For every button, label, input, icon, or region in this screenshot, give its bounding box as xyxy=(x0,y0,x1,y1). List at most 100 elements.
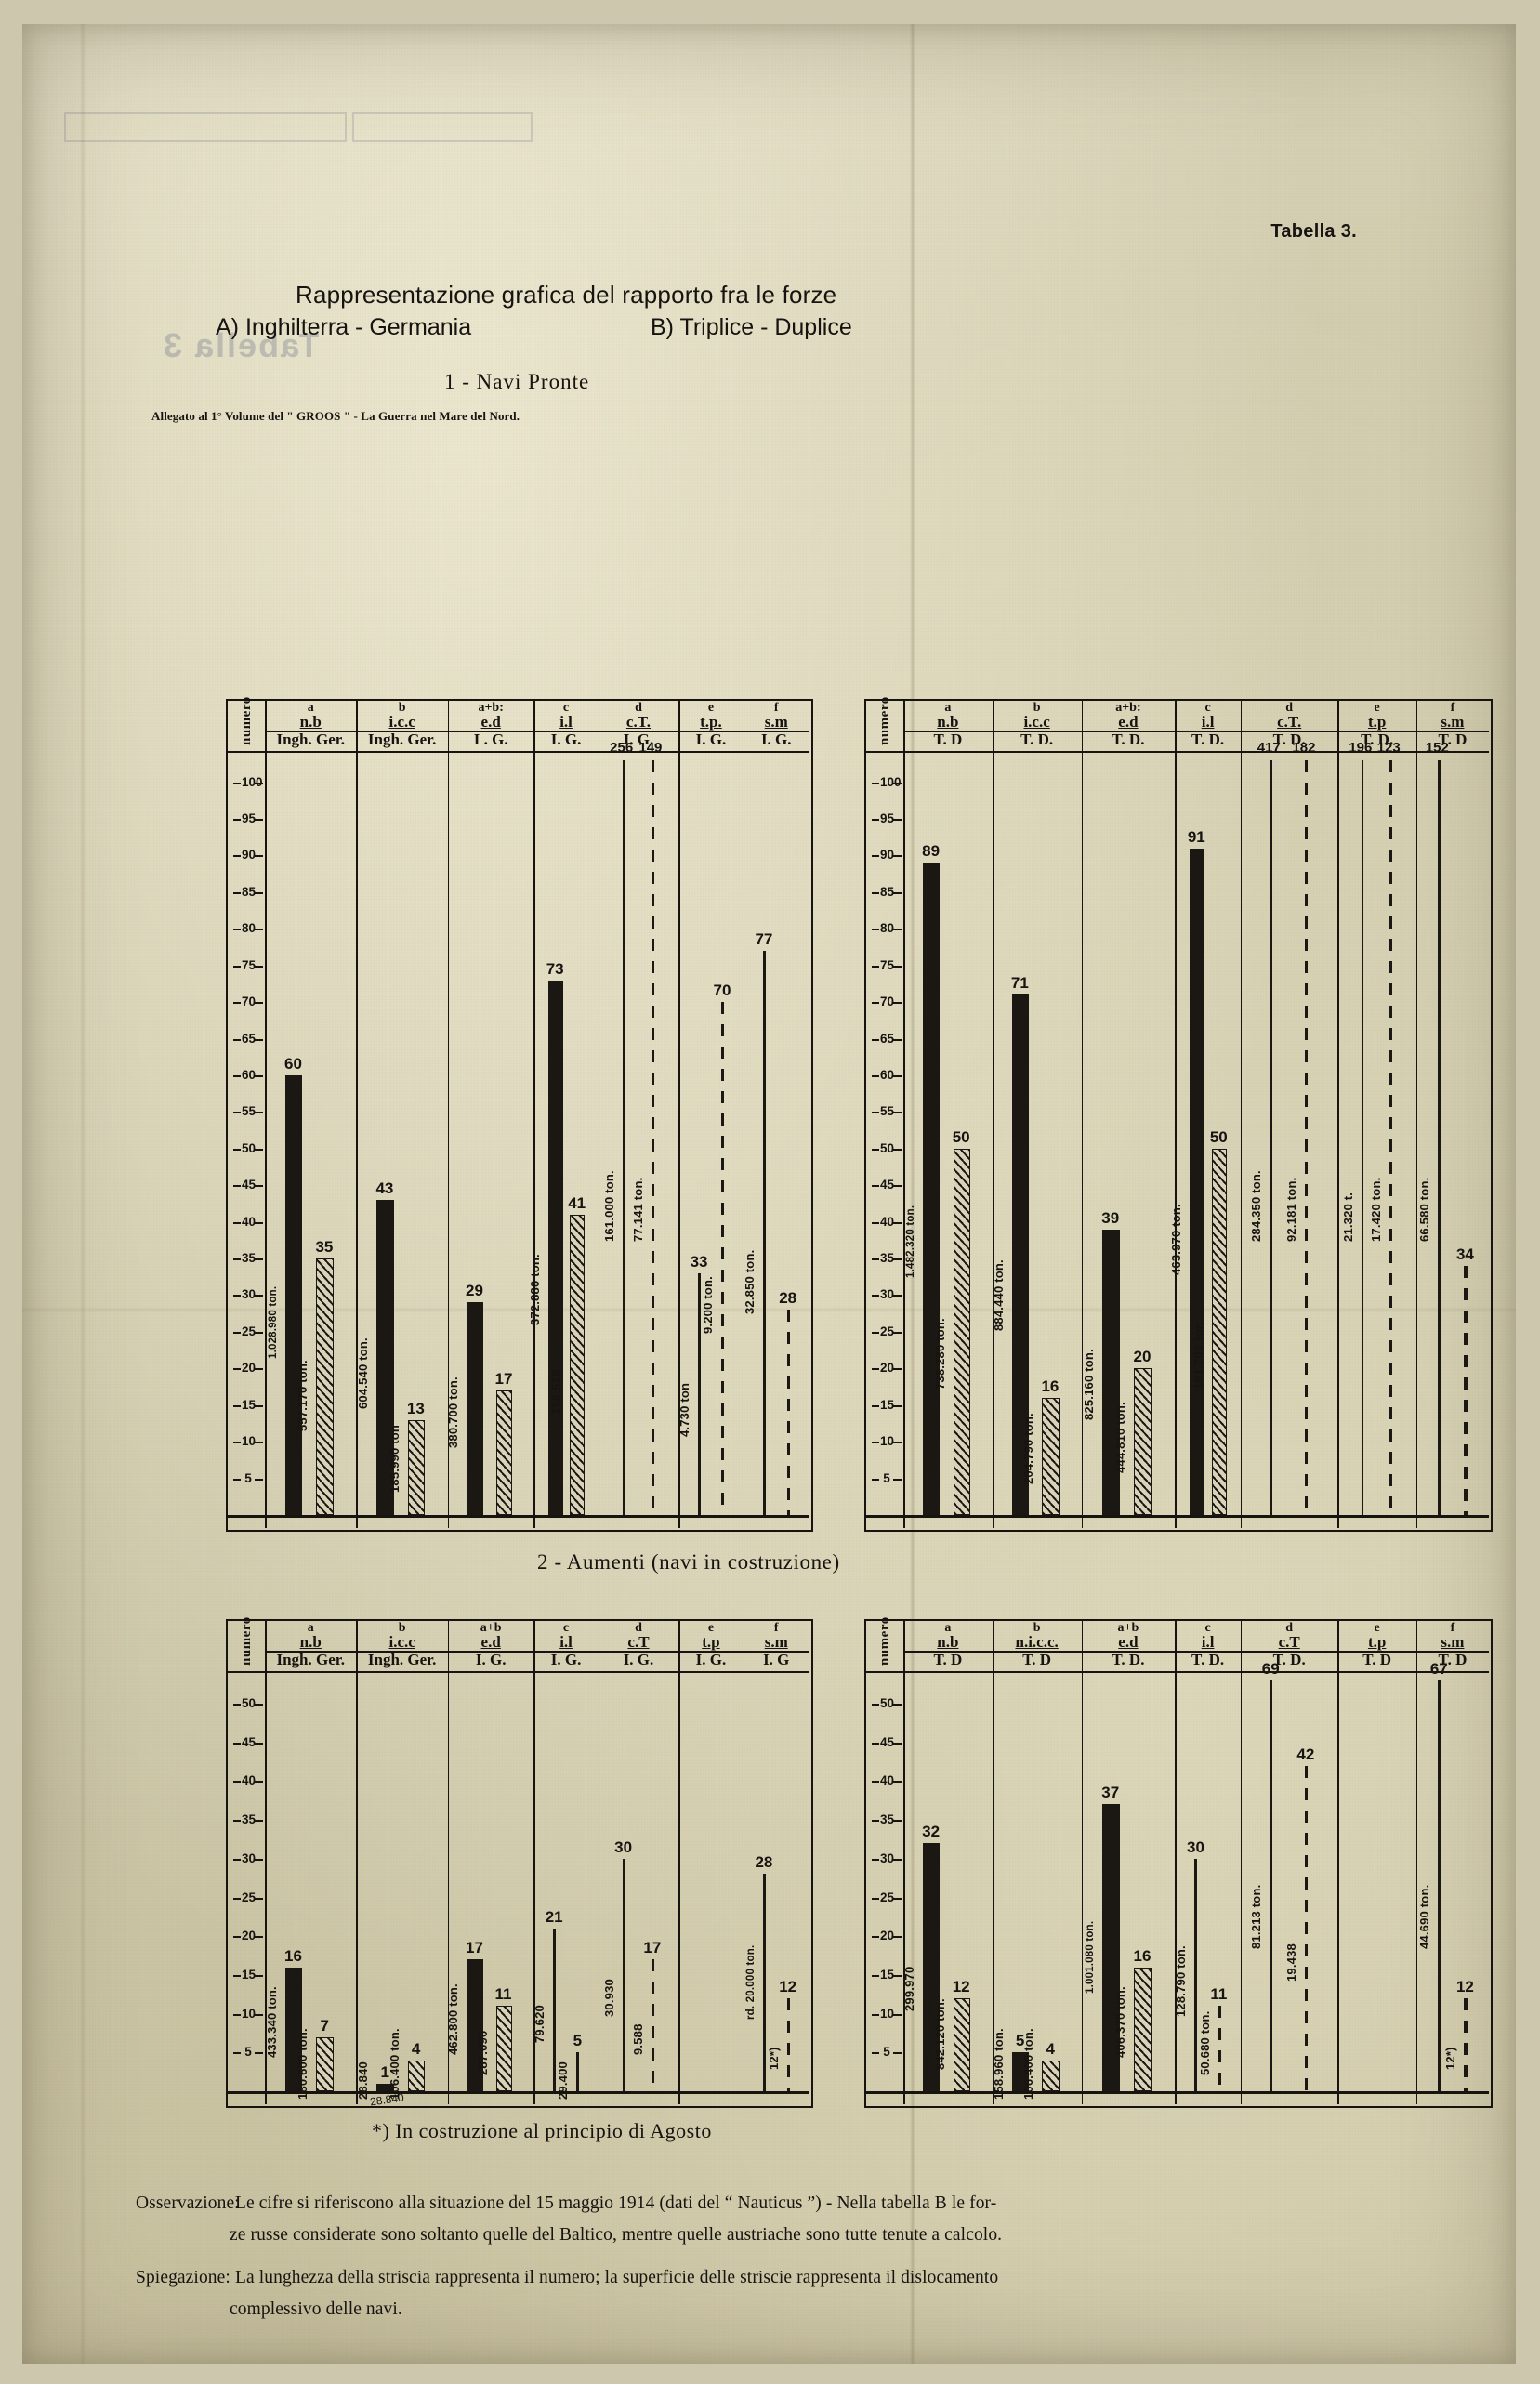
column-separator-A-pronte-2 xyxy=(447,699,450,1528)
tick-mark-right-B-aumenti-5 xyxy=(893,2052,902,2055)
bar-tonnage-B-pronte-c-first: 463.970 ton. xyxy=(1168,1204,1183,1276)
tick-label-B-pronte-40: 40 xyxy=(880,1214,895,1229)
tick-mark-right-A-pronte-70 xyxy=(255,1002,263,1005)
observation-line-1: Le cifre si riferiscono alla situazione … xyxy=(235,2193,997,2213)
tick-mark-left-B-aumenti-20 xyxy=(872,1936,879,1939)
header-letter-A-aumenti-4: d xyxy=(635,1621,642,1635)
tick-mark-left-B-aumenti-5 xyxy=(872,2052,879,2055)
tick-mark-right-B-aumenti-50 xyxy=(893,1704,902,1706)
tick-mark-left-A-pronte-20 xyxy=(233,1368,241,1371)
chart-frame-A-aumenti xyxy=(226,1619,813,2108)
chart-header-inner-divider-A-pronte xyxy=(265,731,809,732)
tick-mark-right-A-pronte-20 xyxy=(255,1368,263,1371)
tick-mark-right-A-aumenti-25 xyxy=(255,1897,263,1900)
bar-A-pronte-a-second xyxy=(316,1258,334,1515)
bar-B-aumenti-c-first xyxy=(1194,1858,1198,2091)
bar-tonnage-B-aumenti-a+b-first: 1.001.080 ton. xyxy=(1084,1920,1096,1994)
bar-tonnage-B-aumenti-f-second: 12*) xyxy=(1443,2047,1458,2070)
header-code-A-pronte-0: n.b xyxy=(299,713,322,731)
tick-mark-left-B-aumenti-10 xyxy=(872,2013,879,2016)
bar-tonnage-B-pronte-d-first: 284.350 ton. xyxy=(1249,1170,1264,1243)
bar-value-A-aumenti-a+b-first: 17 xyxy=(466,1939,483,1957)
header-code-B-pronte-2: e.d xyxy=(1118,713,1139,731)
bar-tonnage-A-pronte-d-second: 77.141 ton. xyxy=(630,1178,645,1243)
tick-mark-left-B-aumenti-15 xyxy=(872,1974,879,1977)
bar-value-B-pronte-f-second: 34 xyxy=(1455,1245,1474,1263)
header-pair-A-aumenti-2: I. G. xyxy=(475,1651,507,1668)
bar-A-pronte-d-second xyxy=(651,760,655,1515)
bar-tonnage-B-aumenti-a+b-second: 406.370 ton. xyxy=(1112,1986,1127,2059)
column-separator-B-aumenti-5 xyxy=(1337,1619,1340,2104)
column-separator-A-aumenti-6 xyxy=(743,1619,745,2104)
tick-mark-left-A-pronte-70 xyxy=(233,1002,241,1005)
bar-B-pronte-b-first xyxy=(1011,994,1029,1515)
table-number: Tabella 3. xyxy=(1270,221,1357,242)
column-separator-A-pronte-4 xyxy=(598,699,600,1528)
bar-tonnage-A-aumenti-a-second: 180.600 ton. xyxy=(296,2028,310,2100)
tick-label-A-aumenti-50: 50 xyxy=(242,1696,257,1711)
chart-frame-B-pronte xyxy=(864,699,1493,1532)
tick-label-A-aumenti-35: 35 xyxy=(242,1812,257,1827)
header-letter-B-aumenti-1: b xyxy=(1033,1621,1041,1635)
tick-label-A-pronte-65: 65 xyxy=(242,1031,257,1046)
chart-baseline-B-pronte xyxy=(864,1515,1489,1518)
header-letter-A-aumenti-2: a+b xyxy=(480,1621,502,1635)
header-pair-A-aumenti-3: I. G. xyxy=(550,1651,582,1668)
bar-tonnage-A-aumenti-f-first: rd. 20.000 ton. xyxy=(744,1944,757,2021)
header-pair-A-aumenti-1: Ingh. Ger. xyxy=(367,1651,437,1668)
header-letter-B-pronte-1: b xyxy=(1033,701,1041,715)
tick-mark-left-A-pronte-25 xyxy=(233,1331,241,1334)
tick-mark-right-B-pronte-45 xyxy=(893,1185,902,1188)
header-letter-B-aumenti-0: a xyxy=(944,1621,952,1635)
tick-mark-right-B-pronte-65 xyxy=(893,1038,902,1041)
header-code-B-aumenti-2: e.d xyxy=(1118,1633,1139,1651)
header-letter-A-pronte-3: c xyxy=(562,701,570,715)
header-letter-B-aumenti-2: a+b xyxy=(1117,1621,1139,1635)
axis-title-numero: numero xyxy=(239,1616,254,1666)
tick-mark-right-B-pronte-75 xyxy=(893,965,902,968)
bar-tonnage-B-aumenti-d-first: 81.213 ton. xyxy=(1249,1884,1264,1950)
tick-mark-left-A-aumenti-50 xyxy=(233,1704,241,1706)
column-separator-A-pronte-1 xyxy=(356,699,359,1528)
bar-B-pronte-a+b-second xyxy=(1133,1368,1152,1515)
chart-baseline-B-aumenti xyxy=(864,2091,1489,2094)
header-letter-B-pronte-2: a+b: xyxy=(1115,701,1141,715)
header-letter-A-pronte-4: d xyxy=(635,701,642,715)
column-separator-A-pronte-5 xyxy=(678,699,680,1528)
header-code-A-aumenti-6: s.m xyxy=(764,1633,788,1651)
axis-title-numero: numero xyxy=(239,696,254,745)
tick-mark-left-B-pronte-70 xyxy=(872,1002,879,1005)
bar-A-aumenti-f-first xyxy=(762,1874,766,2091)
bar-B-aumenti-a-second xyxy=(953,1997,970,2091)
tick-mark-left-A-pronte-60 xyxy=(233,1074,241,1077)
tick-mark-left-A-pronte-5 xyxy=(233,1478,241,1481)
header-pair-A-aumenti-5: I. G. xyxy=(695,1651,727,1668)
tick-label-A-pronte-90: 90 xyxy=(242,848,257,863)
tick-label-B-pronte-75: 75 xyxy=(880,957,895,972)
tick-mark-left-B-pronte-95 xyxy=(872,819,879,822)
tick-mark-left-A-aumenti-30 xyxy=(233,1858,241,1861)
header-code-A-pronte-6: s.m xyxy=(764,713,788,731)
explanation-line-1: La lunghezza della striscia rappresenta … xyxy=(235,2268,999,2287)
tick-mark-right-B-aumenti-10 xyxy=(893,2013,902,2016)
tick-mark-left-A-pronte-85 xyxy=(233,891,241,894)
tick-mark-left-B-pronte-90 xyxy=(872,855,879,858)
tick-mark-right-B-aumenti-30 xyxy=(893,1858,902,1861)
bar-A-pronte-a+b-second xyxy=(495,1390,513,1515)
tick-label-A-pronte-45: 45 xyxy=(242,1178,257,1192)
bar-value-A-pronte-e-second: 70 xyxy=(713,981,731,1000)
header-pair-B-pronte-3: T. D. xyxy=(1191,731,1225,748)
bar-tonnage-A-pronte-f-first: 32.850 ton. xyxy=(742,1249,757,1315)
bar-B-pronte-c-first xyxy=(1189,848,1204,1515)
observation-label: Osservazione: xyxy=(136,2193,240,2213)
tick-label-B-pronte-10: 10 xyxy=(880,1434,895,1449)
explanation-label: Spiegazione: xyxy=(136,2268,230,2287)
tick-label-A-aumenti-25: 25 xyxy=(242,1890,257,1904)
tick-mark-right-B-aumenti-35 xyxy=(893,1820,902,1823)
bar-B-aumenti-a-first xyxy=(923,1843,941,2091)
bar-A-aumenti-a+b-first xyxy=(467,1959,483,2091)
tick-mark-left-B-pronte-100 xyxy=(872,782,879,784)
bar-value-B-aumenti-a-second: 12 xyxy=(952,1977,970,1995)
bar-tonnage-B-pronte-c-second: 181.706 ton. xyxy=(1191,1318,1205,1390)
tick-mark-left-B-pronte-40 xyxy=(872,1221,879,1224)
